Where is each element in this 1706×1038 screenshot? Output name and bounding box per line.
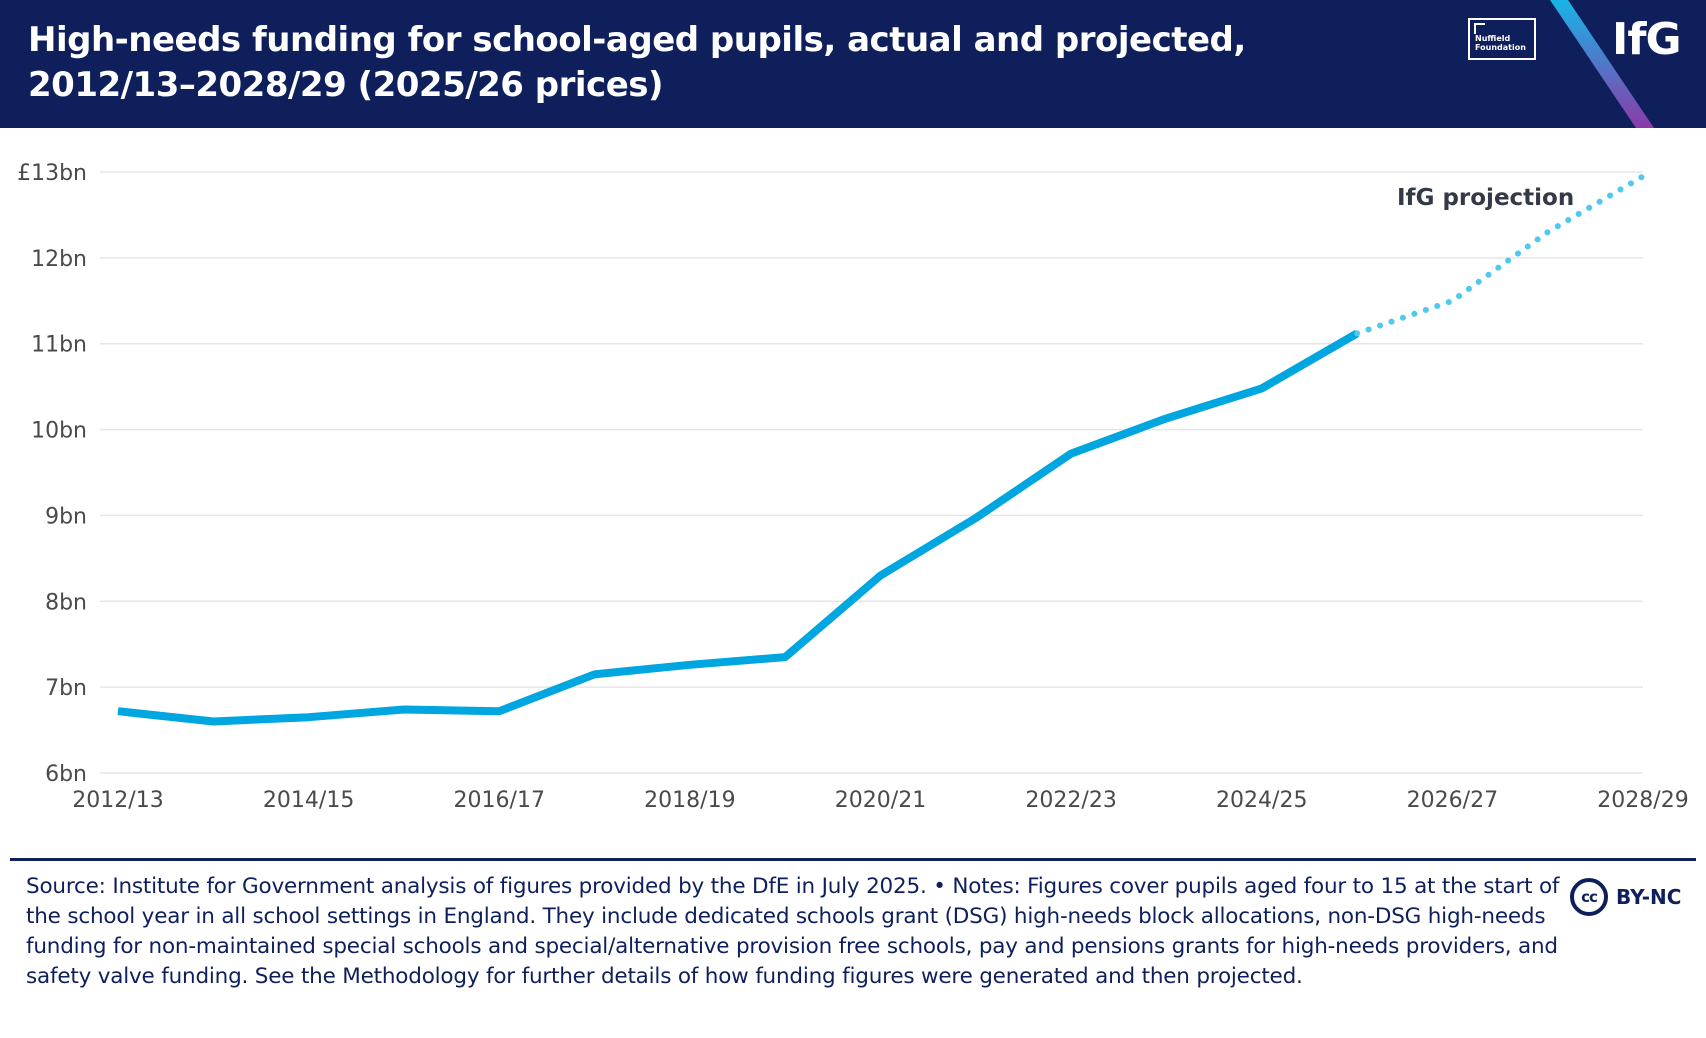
actual-series-line xyxy=(117,329,1360,726)
ifg-logo-stripe xyxy=(1550,0,1654,128)
source-notes: Source: Institute for Government analysi… xyxy=(26,874,1560,989)
projection-annotation: IfG projection xyxy=(1397,185,1574,211)
x-tick-label: 2014/15 xyxy=(263,788,354,813)
x-tick-label: 2026/27 xyxy=(1407,788,1498,813)
y-tick-label: 7bn xyxy=(45,676,87,701)
license-text: BY-NC xyxy=(1616,885,1682,909)
projection-series-line xyxy=(1354,173,1646,337)
x-tick-label: 2016/17 xyxy=(454,788,545,813)
y-axis-ticks: 6bn 7bn 8bn 9bn 10bn 11bn 12bn £13bn xyxy=(17,161,87,787)
chart-header: High-needs funding for school-aged pupil… xyxy=(0,0,1706,128)
chart-area: 6bn 7bn 8bn 9bn 10bn 11bn 12bn £13bn 2012/13 201… xyxy=(0,128,1706,858)
x-tick-label: 2018/19 xyxy=(644,788,735,813)
license-badge: cc BY-NC xyxy=(1570,876,1681,918)
series-lines xyxy=(117,173,1646,726)
y-tick-label: 10bn xyxy=(31,419,87,444)
nuffield-logo-mark xyxy=(1474,23,1485,34)
nuffield-foundation-logo: Nuffield Foundation xyxy=(1468,18,1536,60)
annotations: IfG projection xyxy=(1397,185,1574,211)
x-tick-label: 2028/29 xyxy=(1597,788,1688,813)
x-tick-label: 2012/13 xyxy=(72,788,163,813)
gridlines xyxy=(100,171,1643,774)
x-axis-ticks: 2012/13 2014/15 2016/17 2018/19 2020/21 2022/… xyxy=(72,788,1688,813)
x-tick-label: 2020/21 xyxy=(835,788,926,813)
y-tick-label: 8bn xyxy=(45,590,87,615)
y-tick-label: 11bn xyxy=(31,333,87,358)
chart-title: High-needs funding for school-aged pupil… xyxy=(28,20,1246,105)
footer-divider xyxy=(10,858,1696,861)
x-tick-label: 2024/25 xyxy=(1216,788,1307,813)
creative-commons-icon: cc xyxy=(1570,878,1608,916)
ifg-logo: IfG xyxy=(1612,14,1682,65)
y-tick-label: 6bn xyxy=(45,762,87,787)
nuffield-logo-line1: Nuffield xyxy=(1475,34,1511,43)
y-tick-label: 12bn xyxy=(31,247,87,272)
nuffield-logo-line2: Foundation xyxy=(1475,43,1526,52)
y-tick-label: £13bn xyxy=(17,161,87,186)
x-tick-label: 2022/23 xyxy=(1025,788,1116,813)
y-tick-label: 9bn xyxy=(45,504,87,529)
